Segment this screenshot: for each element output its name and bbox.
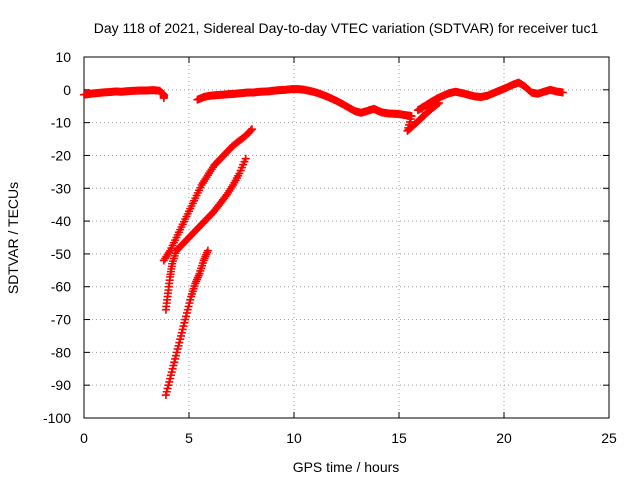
x-tick-label: 25 (601, 430, 617, 446)
series-1 (80, 78, 567, 135)
x-tick-label: 0 (80, 430, 88, 446)
x-tick-label: 5 (185, 430, 193, 446)
ticks: 0 5 10 15 20 25 10 0 -10 -20 -30 -40 -50 -60 -70 -80 -90… (43, 49, 617, 446)
x-tick-label: 20 (496, 430, 512, 446)
y-tick-label: 0 (63, 82, 71, 98)
chart-title: Day 118 of 2021, Sidereal Day-to-day VTE… (94, 20, 599, 36)
grid (84, 57, 609, 418)
x-axis-title: GPS time / hours (293, 459, 400, 475)
y-tick-label: -30 (51, 180, 71, 196)
y-tick-label: -20 (51, 147, 71, 163)
y-tick-label: -40 (51, 213, 71, 229)
data-point (248, 125, 256, 134)
series-3 (161, 154, 250, 314)
y-tick-label: 10 (55, 49, 71, 65)
data-point (246, 126, 255, 135)
plot-area-frame (83, 56, 610, 419)
y-tick-label: -10 (51, 115, 71, 131)
data-point (241, 154, 250, 163)
series-2 (159, 125, 256, 265)
data-point (203, 246, 212, 255)
y-axis-title: SDTVAR / TECUs (5, 182, 21, 294)
series-group (80, 78, 567, 400)
data-point (159, 94, 168, 103)
y-tick-label: -100 (43, 410, 71, 426)
y-tick-label: -50 (51, 246, 71, 262)
x-tick-label: 15 (391, 430, 407, 446)
data-point (558, 88, 567, 97)
y-tick-label: -80 (51, 344, 71, 360)
y-tick-label: -90 (51, 377, 71, 393)
series-4 (161, 246, 212, 400)
x-tick-label: 10 (286, 430, 302, 446)
y-tick-label: -60 (51, 279, 71, 295)
y-tick-label: -70 (51, 312, 71, 328)
